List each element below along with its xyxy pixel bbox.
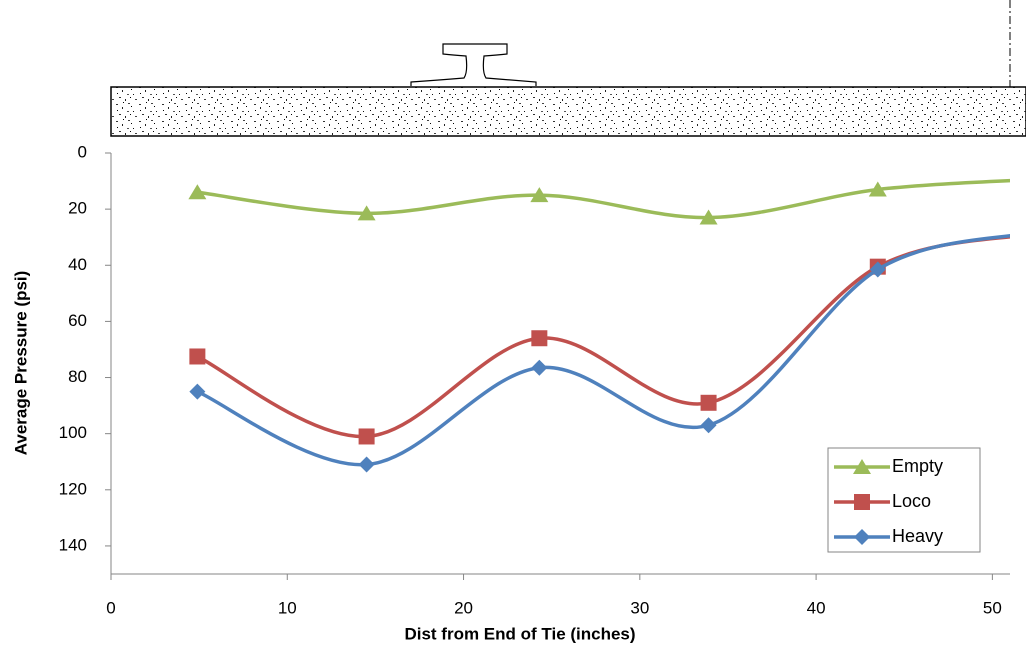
marker [1019,172,1026,187]
y-tick-label: 40 [68,255,87,274]
y-tick-label: 20 [68,199,87,218]
plot-area [188,172,1026,473]
y-tick-label: 80 [68,367,87,386]
marker [188,184,207,200]
marker [699,209,718,225]
x-tick-label: 40 [807,598,826,617]
legend-label: Heavy [892,526,943,546]
marker [869,261,886,278]
marker [1020,226,1026,242]
legend [827,447,981,553]
x-tick-label: 20 [454,598,473,617]
x-tick-label: 0 [106,598,115,617]
marker [189,348,206,365]
x-tick-label: 50 [983,598,1002,617]
marker [531,359,548,376]
marker [854,494,870,510]
legend-label: Empty [892,456,943,476]
series-line [196,233,1010,467]
marker [530,187,549,203]
series-line [197,178,1010,220]
series-line [196,235,1010,439]
marker [700,417,717,434]
y-tick-label: 140 [59,535,87,554]
y-tick-label: 0 [78,142,87,161]
marker [700,394,717,411]
y-axis-title: Average Pressure (psi) [11,271,30,456]
x-tick-label: 30 [630,598,649,617]
marker [531,330,548,347]
tie-diagram [110,0,1026,137]
marker [189,383,206,400]
x-tick-label: 10 [278,598,297,617]
marker [854,529,870,545]
marker [358,456,375,473]
y-tick-label: 100 [59,423,87,442]
marker [868,181,887,197]
y-tick-label: 120 [59,479,87,498]
legend-label: Loco [892,491,931,511]
y-tick-label: 60 [68,311,87,330]
marker [853,459,871,474]
marker [357,205,376,221]
x-axis-title: Dist from End of Tie (inches) [404,624,635,643]
marker [358,428,375,445]
marker [1020,225,1026,241]
